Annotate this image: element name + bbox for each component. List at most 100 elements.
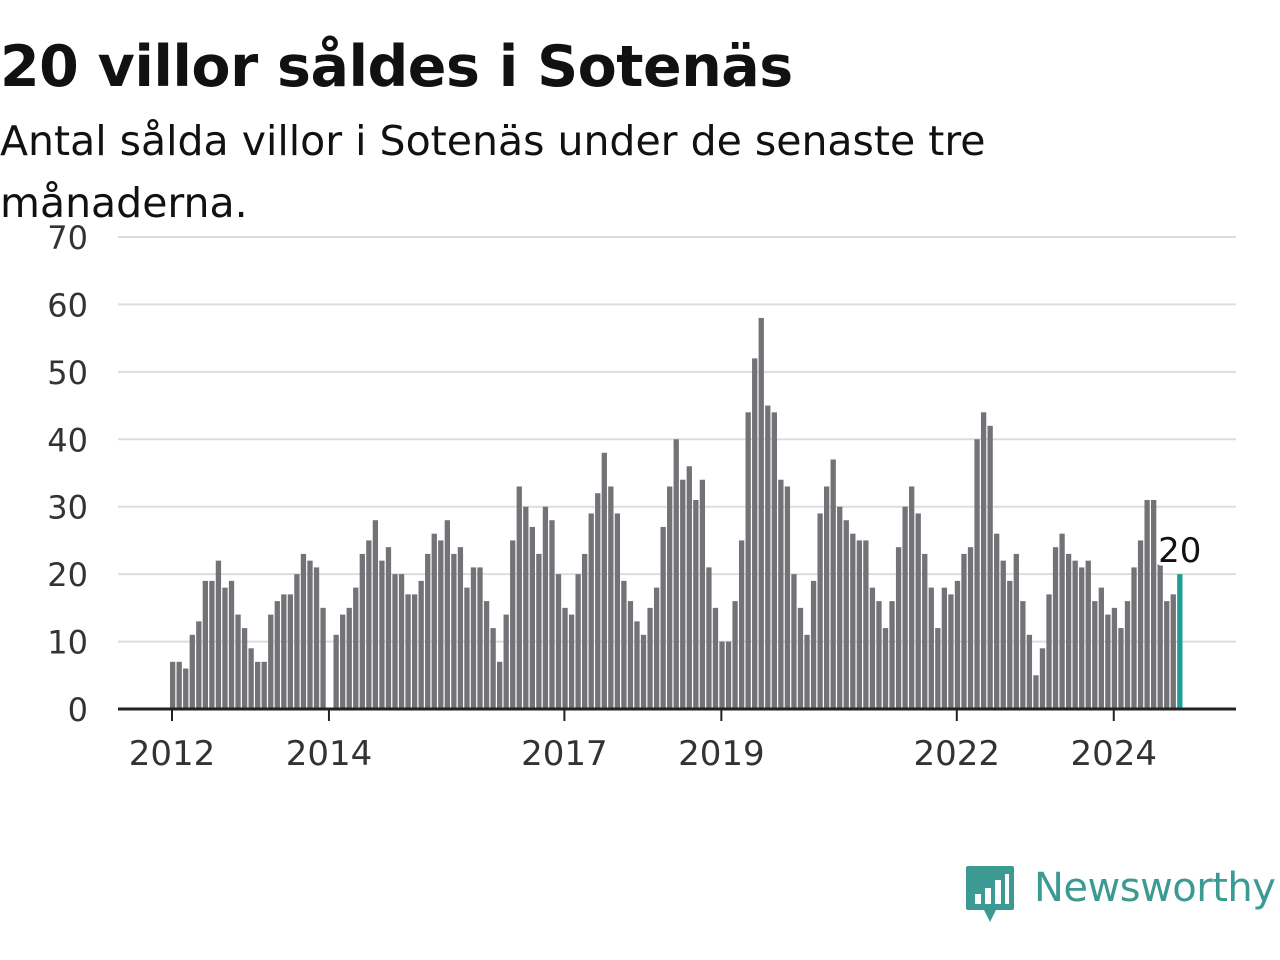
bar (418, 580, 424, 709)
bar (850, 533, 856, 709)
bar (843, 520, 849, 709)
bar (287, 594, 294, 709)
bar (608, 486, 614, 709)
bar (719, 641, 725, 709)
bar (797, 607, 804, 709)
bar (745, 412, 751, 709)
bar (549, 520, 555, 709)
x-tick-label: 2012 (129, 734, 216, 774)
bar (804, 634, 810, 709)
y-tick-label: 10 (47, 624, 88, 662)
bar (248, 648, 254, 709)
bar (706, 567, 712, 709)
bar (477, 567, 483, 709)
bar (398, 574, 405, 709)
bar (202, 580, 208, 709)
bar (824, 486, 830, 709)
bar (568, 614, 575, 709)
bar (621, 580, 627, 709)
bar (1085, 560, 1091, 709)
bar (470, 567, 477, 709)
bar (1137, 540, 1144, 709)
bar (333, 634, 339, 709)
bar (817, 513, 823, 709)
bar (1026, 634, 1033, 709)
bar (758, 317, 764, 709)
bar (359, 553, 365, 709)
bar (281, 594, 287, 709)
bar (653, 587, 660, 709)
bar (510, 540, 516, 709)
bar (987, 425, 993, 709)
bar (1105, 614, 1111, 709)
bar (1000, 560, 1006, 709)
bar (1170, 594, 1176, 709)
bar (856, 540, 862, 709)
chart-title: 20 villor såldes i Sotenäs (0, 34, 793, 100)
bar (882, 628, 889, 709)
bar (941, 587, 948, 709)
bar (902, 506, 908, 709)
bar (516, 486, 522, 709)
bar (1046, 594, 1052, 709)
brand-logo: Newsworthy (964, 862, 1280, 926)
y-tick-label: 60 (47, 286, 88, 324)
bar (582, 553, 588, 709)
bar (1020, 601, 1026, 709)
bar (1098, 587, 1104, 709)
bar (614, 513, 621, 709)
bar (405, 594, 411, 709)
bar (889, 601, 895, 709)
bar (536, 553, 542, 709)
bar (647, 607, 653, 709)
bar (895, 547, 902, 709)
bar (1052, 547, 1059, 709)
bar (784, 486, 791, 709)
bar (752, 358, 758, 709)
bar (451, 553, 457, 709)
bar (372, 520, 379, 709)
bar (183, 668, 189, 709)
bar (830, 459, 836, 709)
bar (869, 587, 876, 709)
bar (980, 412, 987, 709)
bar (438, 540, 444, 709)
highlight-value-label: 20 (1158, 531, 1201, 571)
bar (915, 513, 921, 709)
bar (483, 601, 490, 709)
bar (346, 607, 352, 709)
bar (994, 533, 1000, 709)
bar-highlight (1177, 574, 1183, 709)
bar (1079, 567, 1085, 709)
bar (1092, 601, 1098, 709)
bar (575, 574, 581, 709)
bar (1059, 533, 1065, 709)
bar (660, 526, 666, 709)
y-tick-label: 40 (47, 421, 88, 459)
bar (712, 607, 719, 709)
bar (209, 580, 215, 709)
bar (732, 601, 738, 709)
x-tick-label: 2019 (678, 734, 765, 774)
bar (738, 540, 745, 709)
bar (634, 621, 640, 709)
bar (954, 580, 961, 709)
bar (686, 466, 692, 709)
bar (1013, 553, 1019, 709)
bar (627, 601, 634, 709)
bar (1144, 499, 1150, 709)
bar (562, 607, 568, 709)
bar (523, 506, 529, 709)
bar (1007, 580, 1013, 709)
bar (261, 661, 267, 709)
bar (974, 439, 980, 709)
bar (778, 479, 784, 709)
bar (555, 574, 562, 709)
y-tick-label: 30 (47, 489, 88, 527)
bar (693, 499, 699, 709)
bar (1151, 499, 1157, 709)
bar (673, 439, 679, 709)
bar (1111, 607, 1118, 709)
bar (340, 614, 346, 709)
newsworthy-logo-icon (966, 866, 1014, 922)
